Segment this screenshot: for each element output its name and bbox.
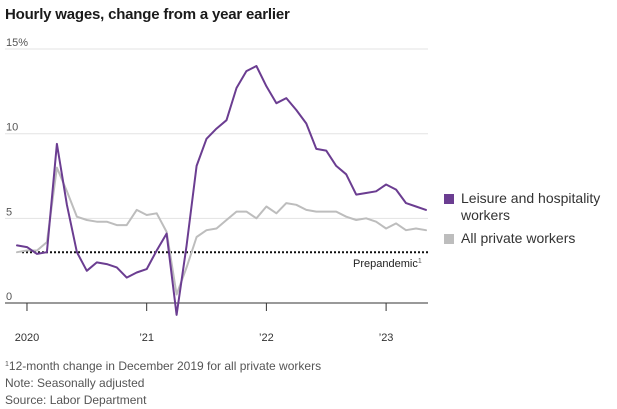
legend-label-private: All private workers bbox=[461, 230, 576, 246]
x-tick-label: ’21 bbox=[139, 332, 154, 344]
legend-swatch-private bbox=[444, 234, 454, 244]
series-line-all-private bbox=[16, 166, 427, 296]
prepandemic-label: Prepandemic1 bbox=[353, 258, 422, 270]
legend-item-private: All private workers bbox=[444, 230, 614, 247]
prepandemic-footnote-mark: 1 bbox=[418, 258, 422, 265]
footnote: 112-month change in December 2019 for al… bbox=[5, 356, 321, 375]
footnote-text: 12-month change in December 2019 for all… bbox=[8, 359, 322, 373]
x-tick-label: 2020 bbox=[15, 332, 39, 344]
y-tick-label: 10 bbox=[6, 122, 18, 134]
legend-swatch-leisure bbox=[444, 194, 454, 204]
y-tick-label: 5 bbox=[6, 206, 12, 218]
chart-notes: 112-month change in December 2019 for al… bbox=[5, 356, 321, 409]
legend-item-leisure: Leisure and hospitality workers bbox=[444, 190, 614, 224]
y-tick-label: 0 bbox=[6, 291, 12, 303]
legend: Leisure and hospitality workers All priv… bbox=[444, 190, 614, 253]
legend-label-leisure: Leisure and hospitality workers bbox=[461, 190, 601, 223]
adjustment-note: Note: Seasonally adjusted bbox=[5, 376, 145, 390]
footnote-mark: 1 bbox=[5, 361, 9, 368]
source-note: Source: Labor Department bbox=[5, 393, 147, 407]
chart-title: Hourly wages, change from a year earlier bbox=[5, 6, 290, 23]
x-tick-label: ’23 bbox=[379, 332, 394, 344]
y-tick-label: 15% bbox=[6, 37, 28, 49]
series-line-leisure-hospitality bbox=[16, 65, 427, 316]
x-tick-label: ’22 bbox=[259, 332, 274, 344]
